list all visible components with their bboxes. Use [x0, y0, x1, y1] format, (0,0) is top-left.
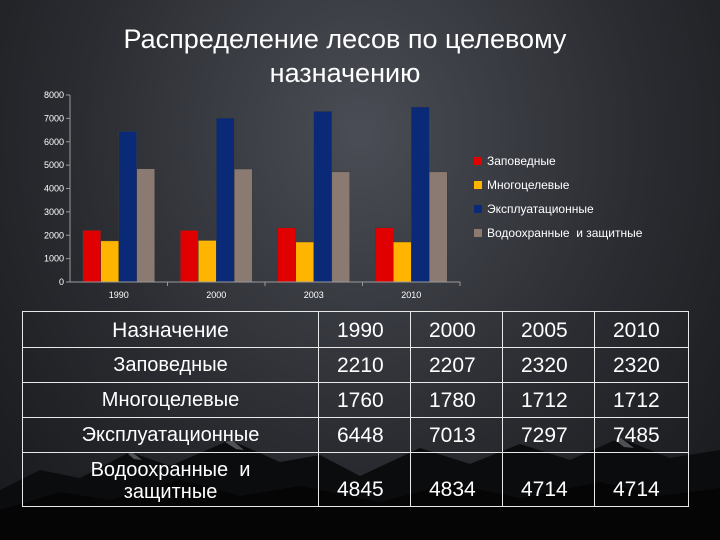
- table-cell-value: 1780: [410, 382, 503, 418]
- bar-2-2010: [393, 241, 412, 283]
- legend: Заповедные Многоцелевые Эксплуатационные Во…: [474, 154, 643, 240]
- legend-label: Водоохранные и защитные: [487, 226, 643, 240]
- bar-3-2000: [216, 117, 235, 283]
- y-tick-label: 3000: [44, 207, 64, 217]
- table-cell-value: 4834: [410, 452, 503, 507]
- x-tick-label: 1990: [109, 290, 129, 300]
- table-row-label: Заповедные: [22, 347, 319, 383]
- table-header-year: 1990: [318, 311, 411, 348]
- legend-label: Эксплуатационные: [487, 202, 594, 216]
- bar-1-2010: [375, 227, 394, 283]
- table-cell-value: 2210: [318, 347, 411, 383]
- table-row: Водоохранные и защитные 4845 4834 4714 4714: [22, 452, 689, 507]
- table-row: Заповедные 2210 2207 2320 2320: [22, 347, 689, 383]
- y-tick-label: 6000: [44, 137, 64, 147]
- table-row-label: Многоцелевые: [22, 382, 319, 418]
- table-row-label-line: Водоохранные и: [90, 459, 251, 481]
- bar-2-1990: [100, 240, 119, 283]
- table-cell-value: 6448: [318, 417, 411, 453]
- bar-3-2003: [313, 111, 332, 283]
- table-header-row: Назначение 1990 2000 2005 2010: [22, 311, 689, 348]
- table-cell-value: 2207: [410, 347, 503, 383]
- table-row-label: Эксплуатационные: [22, 417, 319, 453]
- y-axis: 0 1000 2000 3000 4000 5000 6000 7000 8000: [44, 90, 71, 287]
- table-header-year: 2010: [594, 311, 689, 348]
- legend-swatch: [474, 205, 482, 213]
- bar-1-2000: [180, 230, 199, 283]
- table-cell-value: 2320: [594, 347, 689, 383]
- table-cell-value: 1712: [502, 382, 595, 418]
- table-cell-value: 4714: [594, 452, 689, 507]
- legend-label: Заповедные: [487, 154, 556, 168]
- bar-4-2003: [331, 171, 350, 283]
- bar-4-2010: [429, 171, 448, 283]
- table-cell-value: 4714: [502, 452, 595, 507]
- y-tick-label: 8000: [44, 90, 64, 100]
- table-cell-value: 7485: [594, 417, 689, 453]
- y-tick-label: 2000: [44, 230, 64, 240]
- y-tick-label: 5000: [44, 160, 64, 170]
- y-tick-label: 1000: [44, 254, 64, 264]
- bar-3-1990: [118, 131, 137, 283]
- table-cell-value: 1760: [318, 382, 411, 418]
- bar-3-2010: [411, 106, 430, 283]
- x-axis: 1990 2000 2003 2010: [70, 281, 461, 300]
- table-cell-value: 7297: [502, 417, 595, 453]
- x-tick-label: 2003: [304, 290, 324, 300]
- table-header-year: 2005: [502, 311, 595, 348]
- table-cell-value: 2320: [502, 347, 595, 383]
- y-tick-label: 0: [59, 277, 64, 287]
- data-table: Назначение 1990 2000 2005 2010 Заповедные 2210…: [22, 311, 689, 507]
- bar-1-1990: [82, 230, 101, 283]
- table-header-year: 2000: [410, 311, 503, 348]
- legend-swatch: [474, 157, 482, 165]
- table-cell-value: 4845: [318, 452, 411, 507]
- bar-2-2003: [295, 241, 314, 283]
- bar-chart: 0 1000 2000 3000 4000 5000 6000 7000 8000 1990 20…: [44, 90, 643, 300]
- bar-2-2000: [198, 240, 217, 283]
- table-row: Эксплуатационные 6448 7013 7297 7485: [22, 417, 689, 453]
- legend-label: Многоцелевые: [487, 178, 570, 192]
- legend-swatch: [474, 229, 482, 237]
- legend-swatch: [474, 181, 482, 189]
- table-row-label-line: защитные: [123, 481, 218, 503]
- table-row: Многоцелевые 1760 1780 1712 1712: [22, 382, 689, 418]
- bar-4-2000: [234, 168, 253, 283]
- table-header-label: Назначение: [22, 311, 319, 348]
- y-tick-label: 4000: [44, 184, 64, 194]
- bars: [82, 106, 448, 283]
- bar-1-2003: [277, 227, 296, 283]
- table-cell-value: 7013: [410, 417, 503, 453]
- slide-title: Распределение лесов по целевому назначен…: [123, 24, 567, 88]
- x-tick-label: 2000: [206, 290, 226, 300]
- x-tick-label: 2010: [401, 290, 421, 300]
- y-tick-label: 7000: [44, 113, 64, 123]
- table-cell-value: 1712: [594, 382, 689, 418]
- bar-4-1990: [136, 168, 155, 283]
- table-row-label: Водоохранные и защитные: [22, 452, 319, 507]
